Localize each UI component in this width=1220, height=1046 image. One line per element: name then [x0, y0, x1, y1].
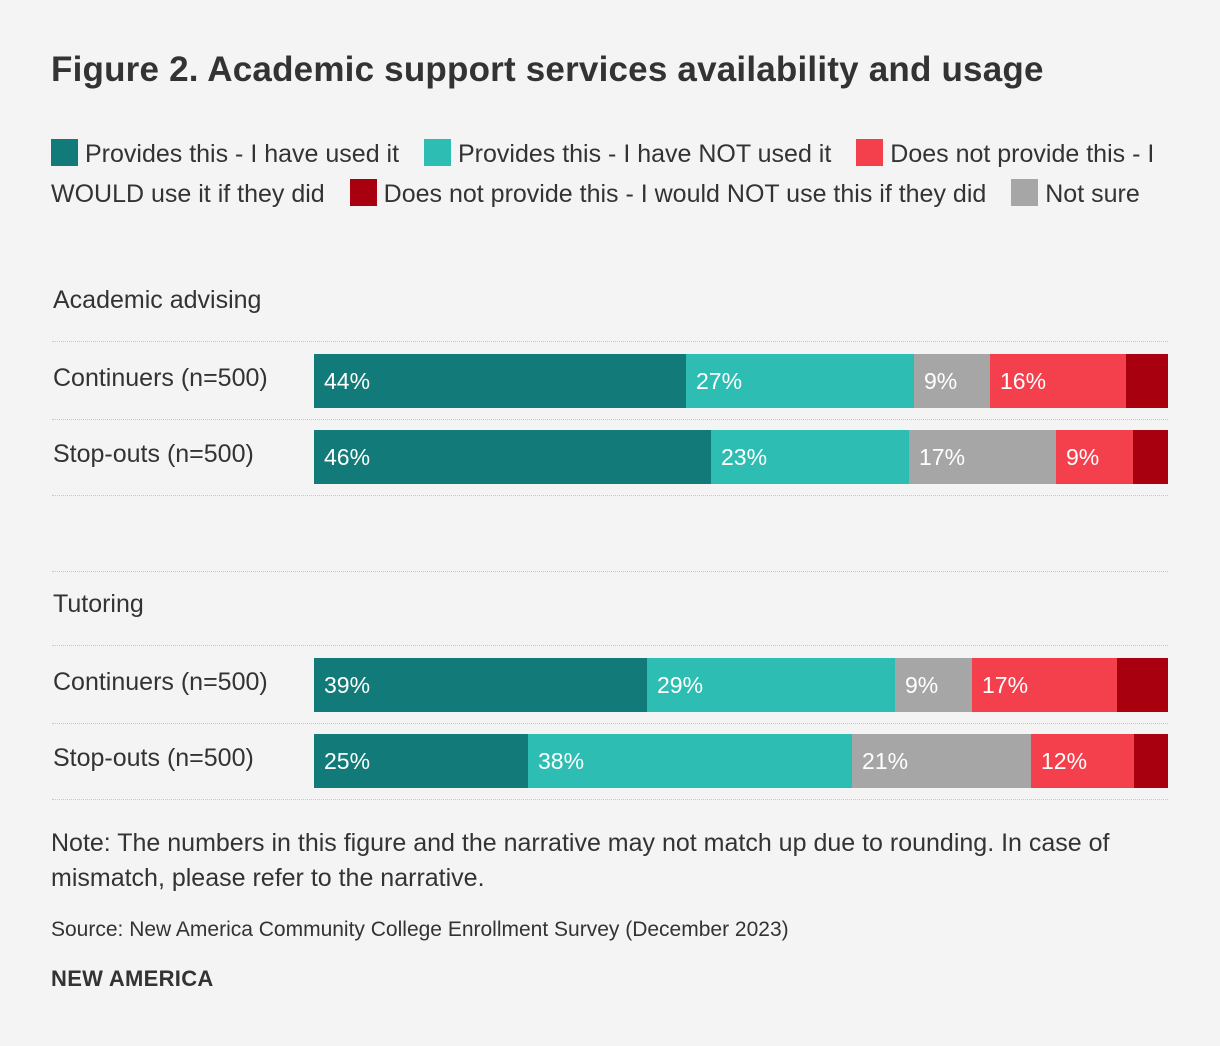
- bar-segment-does-not-provide-this-i-would-not-use-this-if-they-did: [1117, 658, 1168, 712]
- bar-segment-provides-this-i-have-used-it: 44%: [314, 354, 686, 408]
- bar-segment-not-sure: 9%: [895, 658, 972, 712]
- legend: Provides this - I have used it Provides …: [51, 134, 1176, 214]
- group-divider: [52, 571, 1168, 572]
- bar-segment-does-not-provide-this-i-would-use-it-if-they-did: 16%: [990, 354, 1126, 408]
- row-label-tutoring-continuers-n-500: Continuers (n=500): [53, 668, 268, 696]
- brand-logo-text: NEW AMERICA: [51, 966, 214, 991]
- bar-academic-advising-continuers-n-500: 44% 27% 9% 16%: [314, 354, 1168, 408]
- bar-segment-provides-this-i-have-used-it: 25%: [314, 734, 528, 788]
- bar-segment-provides-this-i-have-used-it: 46%: [314, 430, 711, 484]
- data-label: 27%: [696, 368, 743, 394]
- bar-segment-does-not-provide-this-i-would-use-it-if-they-did: 17%: [972, 658, 1117, 712]
- row-divider: [52, 419, 1168, 420]
- legend-label-would-use: Does not provide this - I WOULD use it i…: [51, 140, 1155, 208]
- bar-segment-does-not-provide-this-i-would-not-use-this-if-they-did: [1133, 430, 1168, 484]
- bar-segment-does-not-provide-this-i-would-not-use-this-if-they-did: [1134, 734, 1168, 788]
- bar-segment-not-sure: 17%: [909, 430, 1056, 484]
- data-label: 38%: [538, 748, 585, 774]
- data-label: 9%: [1066, 444, 1100, 470]
- row-label-academic-advising-continuers-n-500: Continuers (n=500): [53, 364, 268, 392]
- legend-swatch-not-used: [424, 139, 451, 166]
- data-label: 25%: [324, 748, 371, 774]
- bar-segment-provides-this-i-have-not-used-it: 27%: [686, 354, 914, 408]
- legend-label-not-sure: Not sure: [1045, 180, 1140, 208]
- chart-source: Source: New America Community College En…: [51, 918, 789, 941]
- row-label-academic-advising-stop-outs-n-500: Stop-outs (n=500): [53, 440, 254, 468]
- bar-tutoring-stop-outs-n-500: 25% 38% 21% 12%: [314, 734, 1168, 788]
- data-label: 9%: [924, 368, 958, 394]
- legend-label-would-not-use: Does not provide this - I would NOT use …: [383, 180, 987, 208]
- data-label: 9%: [905, 672, 939, 698]
- bar-segment-provides-this-i-have-not-used-it: 38%: [528, 734, 852, 788]
- legend-label-not-used: Provides this - I have NOT used it: [458, 140, 832, 168]
- data-label: 16%: [1000, 368, 1047, 394]
- legend-item-not-used: Provides this - I have NOT used it: [424, 139, 832, 168]
- bar-segment-provides-this-i-have-used-it: 39%: [314, 658, 647, 712]
- bar-segment-provides-this-i-have-not-used-it: 23%: [711, 430, 909, 484]
- bar-segment-not-sure: 21%: [852, 734, 1031, 788]
- data-label: 17%: [919, 444, 966, 470]
- row-divider: [52, 495, 1168, 496]
- row-divider: [52, 341, 1168, 342]
- data-label: 17%: [982, 672, 1029, 698]
- group-title-academic-advising: Academic advising: [53, 286, 262, 314]
- bar-segment-provides-this-i-have-not-used-it: 29%: [647, 658, 895, 712]
- bar-segment-does-not-provide-this-i-would-use-it-if-they-did: 9%: [1056, 430, 1133, 484]
- bar-segment-does-not-provide-this-i-would-use-it-if-they-did: 12%: [1031, 734, 1134, 788]
- legend-swatch-would-not-use: [349, 179, 377, 206]
- legend-swatch-would-use: [856, 139, 884, 166]
- bar-tutoring-continuers-n-500: 39% 29% 9% 17%: [314, 658, 1168, 712]
- row-divider: [52, 799, 1168, 800]
- chart-note: Note: The numbers in this figure and the…: [51, 829, 1110, 892]
- legend-label-used: Provides this - I have used it: [85, 140, 400, 168]
- group-title-tutoring: Tutoring: [53, 590, 144, 618]
- data-label: 29%: [657, 672, 704, 698]
- bar-segment-not-sure: 9%: [914, 354, 990, 408]
- data-label: 46%: [324, 444, 371, 470]
- bar-segment-does-not-provide-this-i-would-not-use-this-if-they-did: [1126, 354, 1168, 408]
- row-label-tutoring-stop-outs-n-500: Stop-outs (n=500): [53, 744, 254, 772]
- legend-item-would-not-use: Does not provide this - I would NOT use …: [349, 179, 987, 208]
- legend-swatch-used: [51, 139, 78, 166]
- legend-swatch-not-sure: [1011, 179, 1039, 206]
- bar-academic-advising-stop-outs-n-500: 46% 23% 17% 9%: [314, 430, 1168, 484]
- data-label: 21%: [862, 748, 909, 774]
- data-label: 44%: [324, 368, 371, 394]
- legend-item-used: Provides this - I have used it: [51, 139, 400, 168]
- row-divider: [52, 645, 1168, 646]
- data-label: 12%: [1041, 748, 1088, 774]
- data-label: 23%: [721, 444, 768, 470]
- legend-item-would-use: Does not provide this - I WOULD use it i…: [51, 139, 1155, 208]
- data-label: 39%: [324, 672, 371, 698]
- legend-item-not-sure: Not sure: [1011, 179, 1140, 208]
- row-divider: [52, 723, 1168, 724]
- chart-title: Figure 2. Academic support services avai…: [51, 50, 1044, 89]
